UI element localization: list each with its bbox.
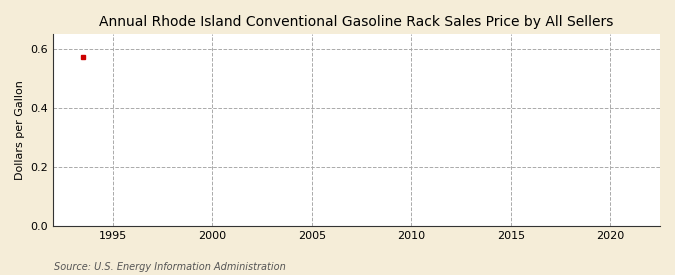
- Y-axis label: Dollars per Gallon: Dollars per Gallon: [15, 80, 25, 180]
- Title: Annual Rhode Island Conventional Gasoline Rack Sales Price by All Sellers: Annual Rhode Island Conventional Gasolin…: [99, 15, 614, 29]
- Text: Source: U.S. Energy Information Administration: Source: U.S. Energy Information Administ…: [54, 262, 286, 272]
